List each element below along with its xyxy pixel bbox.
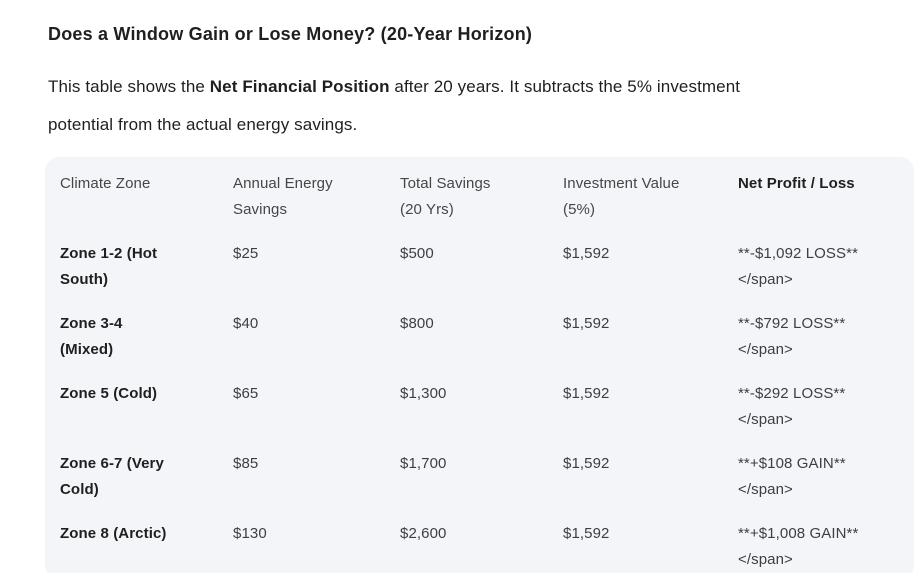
cell-net-profit-loss: **-$1,092 LOSS** </span> [738, 241, 899, 293]
cell-text: **+$1,008 GAIN** [738, 525, 859, 542]
table-row: Zone 8 (Arctic) $130 $2,600 $1,592 **+$1,008… [60, 521, 899, 573]
cell-text: South) [60, 271, 109, 288]
cell-climate-zone: Zone 6-7 (Very Cold) [60, 451, 233, 503]
header-label: (5%) [563, 201, 596, 218]
intro-text: after 20 years. It subtracts the 5% inve… [389, 77, 741, 96]
data-table: Climate Zone Annual Energy Savings Total Sa… [45, 157, 914, 573]
table-header-row: Climate Zone Annual Energy Savings Total Sa… [60, 171, 899, 241]
cell-total-savings-20yrs: $1,300 [400, 381, 563, 407]
header-cell-investment-value-5pct: Investment Value (5%) [563, 171, 738, 223]
cell-text: **+$108 GAIN** [738, 455, 846, 472]
cell-text: (Mixed) [60, 341, 114, 358]
cell-annual-energy-savings: $65 [233, 381, 400, 407]
cell-text: **-$792 LOSS** [738, 315, 846, 332]
intro-bold-text: Net Financial Position [209, 77, 390, 96]
cell-text: $1,592 [563, 315, 610, 332]
intro-paragraph: This table shows the Net Financial Posit… [48, 68, 919, 144]
cell-annual-energy-savings: $25 [233, 241, 400, 267]
cell-text: Zone 1-2 (Hot [60, 245, 158, 262]
header-label: (20 Yrs) [400, 201, 454, 218]
cell-text: </span> [738, 271, 793, 288]
cell-text: </span> [738, 551, 793, 568]
cell-text: $25 [233, 245, 259, 262]
cell-climate-zone: Zone 1-2 (Hot South) [60, 241, 233, 293]
cell-investment-value-5pct: $1,592 [563, 521, 738, 547]
cell-annual-energy-savings: $130 [233, 521, 400, 547]
table-body: Zone 1-2 (Hot South) $25 $500 $1,592 **-$1,09… [60, 241, 899, 573]
cell-text: **-$292 LOSS** [738, 385, 846, 402]
header-label: Climate Zone [60, 175, 151, 192]
cell-text: $1,592 [563, 525, 610, 542]
table-row: Zone 3-4 (Mixed) $40 $800 $1,592 **-$792 LOSS… [60, 311, 899, 381]
cell-total-savings-20yrs: $800 [400, 311, 563, 337]
cell-text: Zone 6-7 (Very [60, 455, 164, 472]
header-label: Investment Value [563, 175, 680, 192]
cell-text: Zone 5 (Cold) [60, 385, 158, 402]
cell-text: </span> [738, 481, 793, 498]
header-label: Total Savings [400, 175, 491, 192]
page-title: Does a Window Gain or Lose Money? (20-Ye… [48, 24, 533, 44]
header-label: Annual Energy [233, 175, 333, 192]
table-row: Zone 6-7 (Very Cold) $85 $1,700 $1,592 **+$10… [60, 451, 899, 521]
cell-text: </span> [738, 411, 793, 428]
header-cell-annual-energy-savings: Annual Energy Savings [233, 171, 400, 223]
cell-text: $500 [400, 245, 434, 262]
cell-text: Zone 3-4 [60, 315, 123, 332]
header-cell-net-profit-loss: Net Profit / Loss [738, 171, 899, 197]
cell-net-profit-loss: **+$108 GAIN** </span> [738, 451, 899, 503]
cell-text: $40 [233, 315, 259, 332]
cell-text: $1,700 [400, 455, 447, 472]
cell-text: $2,600 [400, 525, 447, 542]
cell-text: $65 [233, 385, 259, 402]
cell-text: $1,592 [563, 455, 610, 472]
cell-net-profit-loss: **-$792 LOSS** </span> [738, 311, 899, 363]
cell-text: Zone 8 (Arctic) [60, 525, 167, 542]
cell-text: $85 [233, 455, 259, 472]
table-row: Zone 1-2 (Hot South) $25 $500 $1,592 **-$1,09… [60, 241, 899, 311]
intro-line-2: potential from the actual energy savings… [48, 115, 358, 134]
cell-text: Cold) [60, 481, 99, 498]
table-row: Zone 5 (Cold) $65 $1,300 $1,592 **-$292 LOSS… [60, 381, 899, 451]
cell-text: </span> [738, 341, 793, 358]
cell-investment-value-5pct: $1,592 [563, 451, 738, 477]
header-label: Savings [233, 201, 288, 218]
cell-investment-value-5pct: $1,592 [563, 241, 738, 267]
cell-climate-zone: Zone 5 (Cold) [60, 381, 233, 407]
cell-investment-value-5pct: $1,592 [563, 381, 738, 407]
cell-total-savings-20yrs: $500 [400, 241, 563, 267]
cell-net-profit-loss: **-$292 LOSS** </span> [738, 381, 899, 433]
header-label: Net Profit / Loss [738, 175, 855, 192]
cell-total-savings-20yrs: $2,600 [400, 521, 563, 547]
cell-text: $800 [400, 315, 434, 332]
cell-net-profit-loss: **+$1,008 GAIN** </span> [738, 521, 899, 573]
cell-text: $1,592 [563, 385, 610, 402]
intro-text: This table shows the [48, 77, 210, 96]
cell-climate-zone: Zone 3-4 (Mixed) [60, 311, 233, 363]
header-cell-climate-zone: Climate Zone [60, 171, 233, 197]
intro-line-1: This table shows the Net Financial Posit… [48, 68, 919, 106]
cell-total-savings-20yrs: $1,700 [400, 451, 563, 477]
header-cell-total-savings-20yrs: Total Savings (20 Yrs) [400, 171, 563, 223]
cell-text: $130 [233, 525, 267, 542]
cell-investment-value-5pct: $1,592 [563, 311, 738, 337]
cell-text: $1,592 [563, 245, 610, 262]
cell-annual-energy-savings: $40 [233, 311, 400, 337]
cell-text: $1,300 [400, 385, 447, 402]
cell-climate-zone: Zone 8 (Arctic) [60, 521, 233, 547]
cell-text: **-$1,092 LOSS** [738, 245, 859, 262]
cell-annual-energy-savings: $85 [233, 451, 400, 477]
